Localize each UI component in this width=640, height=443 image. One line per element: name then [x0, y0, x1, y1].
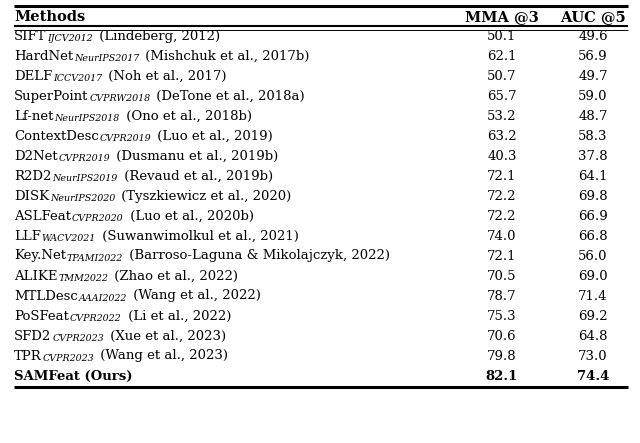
- Text: NeurIPS2019: NeurIPS2019: [52, 174, 118, 183]
- Text: AUC @5: AUC @5: [560, 10, 626, 24]
- Text: 78.7: 78.7: [487, 289, 517, 303]
- Text: HardNet: HardNet: [14, 50, 73, 62]
- Text: AAAI2022: AAAI2022: [79, 294, 127, 303]
- Text: 71.4: 71.4: [579, 289, 608, 303]
- Text: 62.1: 62.1: [487, 50, 516, 62]
- Text: TPR: TPR: [14, 350, 42, 362]
- Text: 63.2: 63.2: [487, 129, 517, 143]
- Text: (Noh et al., 2017): (Noh et al., 2017): [104, 70, 227, 82]
- Text: ASLFeat: ASLFeat: [14, 210, 71, 222]
- Text: 79.8: 79.8: [487, 350, 517, 362]
- Text: IJCV2012: IJCV2012: [47, 34, 93, 43]
- Text: MTLDesc: MTLDesc: [14, 289, 77, 303]
- Text: 56.0: 56.0: [579, 249, 608, 263]
- Text: 58.3: 58.3: [579, 129, 608, 143]
- Text: 49.7: 49.7: [578, 70, 608, 82]
- Text: CVPR2019: CVPR2019: [59, 154, 110, 163]
- Text: 50.1: 50.1: [487, 30, 516, 43]
- Text: 40.3: 40.3: [487, 149, 516, 163]
- Text: ALIKE: ALIKE: [14, 269, 58, 283]
- Text: 64.8: 64.8: [579, 330, 608, 342]
- Text: 65.7: 65.7: [487, 89, 517, 102]
- Text: 49.6: 49.6: [578, 30, 608, 43]
- Text: SuperPoint: SuperPoint: [14, 89, 88, 102]
- Text: 72.1: 72.1: [487, 249, 516, 263]
- Text: (Barroso-Laguna & Mikolajczyk, 2022): (Barroso-Laguna & Mikolajczyk, 2022): [125, 249, 390, 263]
- Text: 74.4: 74.4: [577, 369, 609, 382]
- Text: CVPR2019: CVPR2019: [100, 134, 152, 143]
- Text: CVPR2020: CVPR2020: [72, 214, 124, 223]
- Text: ContextDesc: ContextDesc: [14, 129, 99, 143]
- Text: 37.8: 37.8: [578, 149, 608, 163]
- Text: (Dusmanu et al., 2019b): (Dusmanu et al., 2019b): [112, 149, 278, 163]
- Text: Methods: Methods: [14, 10, 85, 24]
- Text: (Suwanwimolkul et al., 2021): (Suwanwimolkul et al., 2021): [98, 229, 299, 242]
- Text: 72.2: 72.2: [487, 210, 516, 222]
- Text: 66.9: 66.9: [578, 210, 608, 222]
- Text: 53.2: 53.2: [487, 109, 516, 123]
- Text: NeurIPS2017: NeurIPS2017: [74, 54, 140, 63]
- Text: 69.8: 69.8: [578, 190, 608, 202]
- Text: (Wang et al., 2023): (Wang et al., 2023): [97, 350, 228, 362]
- Text: 48.7: 48.7: [579, 109, 608, 123]
- Text: (Luo et al., 2019): (Luo et al., 2019): [154, 129, 273, 143]
- Text: D2Net: D2Net: [14, 149, 58, 163]
- Text: 75.3: 75.3: [487, 310, 517, 323]
- Text: 64.1: 64.1: [579, 170, 608, 183]
- Text: 82.1: 82.1: [486, 369, 518, 382]
- Text: NeurIPS2020: NeurIPS2020: [50, 194, 115, 203]
- Text: 73.0: 73.0: [578, 350, 608, 362]
- Text: (Luo et al., 2020b): (Luo et al., 2020b): [125, 210, 253, 222]
- Text: (Tyszkiewicz et al., 2020): (Tyszkiewicz et al., 2020): [117, 190, 292, 202]
- Text: LLF: LLF: [14, 229, 41, 242]
- Text: ICCV2017: ICCV2017: [53, 74, 102, 83]
- Text: 70.6: 70.6: [487, 330, 517, 342]
- Text: (Lindeberg, 2012): (Lindeberg, 2012): [95, 30, 220, 43]
- Text: 72.2: 72.2: [487, 190, 516, 202]
- Text: 69.2: 69.2: [578, 310, 608, 323]
- Text: DELF: DELF: [14, 70, 52, 82]
- Text: CVPRW2018: CVPRW2018: [90, 94, 150, 103]
- Text: 56.9: 56.9: [578, 50, 608, 62]
- Text: (Xue et al., 2023): (Xue et al., 2023): [106, 330, 226, 342]
- Text: (Li et al., 2022): (Li et al., 2022): [124, 310, 231, 323]
- Text: WACV2021: WACV2021: [42, 234, 96, 243]
- Text: 50.7: 50.7: [487, 70, 516, 82]
- Text: (Ono et al., 2018b): (Ono et al., 2018b): [122, 109, 252, 123]
- Text: CVPR2023: CVPR2023: [43, 354, 94, 363]
- Text: (Revaud et al., 2019b): (Revaud et al., 2019b): [120, 170, 273, 183]
- Text: R2D2: R2D2: [14, 170, 51, 183]
- Text: 74.0: 74.0: [487, 229, 516, 242]
- Text: SAMFeat (Ours): SAMFeat (Ours): [14, 369, 132, 382]
- Text: 69.0: 69.0: [578, 269, 608, 283]
- Text: CVPR2022: CVPR2022: [70, 314, 122, 323]
- Text: 70.5: 70.5: [487, 269, 516, 283]
- Text: CVPR2023: CVPR2023: [52, 334, 104, 343]
- Text: TPAMI2022: TPAMI2022: [67, 254, 124, 263]
- Text: 72.1: 72.1: [487, 170, 516, 183]
- Text: SIFT: SIFT: [14, 30, 46, 43]
- Text: TMM2022: TMM2022: [58, 274, 108, 283]
- Text: DISK: DISK: [14, 190, 49, 202]
- Text: SFD2: SFD2: [14, 330, 51, 342]
- Text: Lf-net: Lf-net: [14, 109, 53, 123]
- Text: (Mishchuk et al., 2017b): (Mishchuk et al., 2017b): [141, 50, 310, 62]
- Text: NeurIPS2018: NeurIPS2018: [54, 114, 120, 123]
- Text: (Wang et al., 2022): (Wang et al., 2022): [129, 289, 261, 303]
- Text: (DeTone et al., 2018a): (DeTone et al., 2018a): [152, 89, 305, 102]
- Text: PoSFeat: PoSFeat: [14, 310, 69, 323]
- Text: 66.8: 66.8: [578, 229, 608, 242]
- Text: MMA @3: MMA @3: [465, 10, 539, 24]
- Text: 59.0: 59.0: [579, 89, 608, 102]
- Text: (Zhao et al., 2022): (Zhao et al., 2022): [110, 269, 238, 283]
- Text: Key.Net: Key.Net: [14, 249, 66, 263]
